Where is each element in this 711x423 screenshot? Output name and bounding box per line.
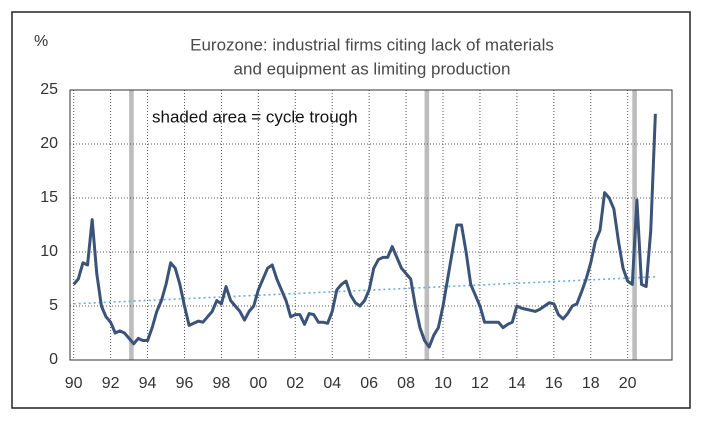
x-tick-label: 14 (508, 375, 526, 392)
chart-title: Eurozone: industrial firms citing lack o… (190, 35, 554, 54)
y-axis-label: % (34, 33, 48, 50)
x-tick-label: 94 (139, 375, 157, 392)
trough-shade (129, 90, 134, 360)
y-tick-label: 5 (49, 297, 58, 314)
x-tick-label: 06 (360, 375, 378, 392)
data-line (72, 113, 657, 349)
x-tick-label: 10 (434, 375, 452, 392)
y-tick-label: 10 (40, 243, 58, 260)
trend-line (73, 276, 656, 305)
trough-shade (424, 90, 430, 360)
x-tick-label: 96 (176, 375, 194, 392)
y-tick-label: 15 (40, 189, 58, 206)
chart-title: and equipment as limiting production (234, 59, 511, 78)
x-tick-label: 92 (102, 375, 120, 392)
plot-border (69, 89, 673, 361)
x-tick-label: 90 (65, 375, 83, 392)
y-tick-label: 20 (40, 135, 58, 152)
x-tick-label: 20 (619, 375, 637, 392)
x-tick-label: 02 (286, 375, 304, 392)
y-tick-label: 25 (40, 81, 58, 98)
y-tick-label: 0 (49, 351, 58, 368)
x-tick-label: 12 (471, 375, 489, 392)
x-tick-label: 08 (397, 375, 415, 392)
x-tick-label: 00 (249, 375, 267, 392)
x-tick-label: 16 (545, 375, 563, 392)
x-tick-label: 98 (213, 375, 231, 392)
annotation: shaded area = cycle trough (152, 107, 358, 126)
x-tick-label: 18 (582, 375, 600, 392)
frame (11, 11, 691, 409)
x-tick-label: 04 (323, 375, 341, 392)
